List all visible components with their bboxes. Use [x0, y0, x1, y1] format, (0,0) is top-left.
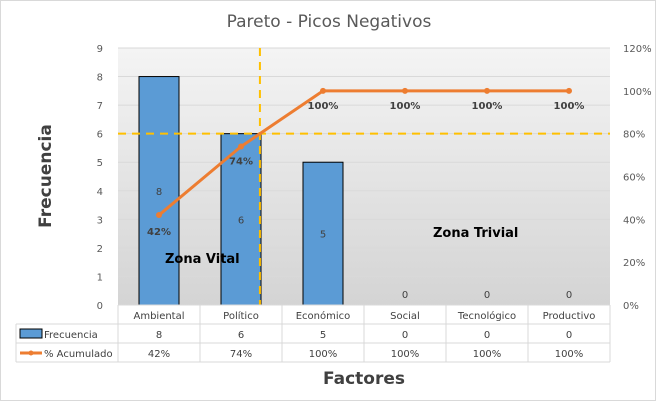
table-cell-acumulado: 100% [391, 349, 420, 360]
table-cell-frecuencia: 0 [484, 330, 490, 341]
bar-Económico [302, 161, 344, 306]
y-tick-label: 8 [97, 73, 103, 84]
y-tick-label: 0 [97, 301, 103, 312]
y-tick-label: 9 [97, 44, 103, 55]
table-cell-acumulado: 100% [309, 349, 338, 360]
category-label: Social [390, 311, 420, 322]
category-label: Tecnológico [457, 310, 516, 322]
cumulative-point [484, 87, 490, 94]
y-tick-label: 4 [97, 187, 103, 198]
table-cell-frecuencia: 5 [320, 330, 326, 341]
table-cell-frecuencia: 6 [238, 330, 244, 341]
bar-data-label: 6 [238, 215, 244, 226]
cumulative-point [402, 87, 408, 94]
table-cell-acumulado: 74% [230, 349, 252, 360]
y-tick-label: 7 [97, 101, 103, 112]
cumulative-data-label: 100% [390, 101, 421, 112]
table-cell-frecuencia: 0 [402, 330, 408, 341]
y2-tick-label: 80% [623, 130, 645, 141]
bar-data-label: 0 [484, 290, 490, 301]
bar-data-label: 5 [320, 230, 326, 241]
cumulative-data-label: 74% [229, 157, 253, 168]
y-tick-label: 5 [97, 158, 103, 169]
category-label: Ambiental [133, 311, 184, 322]
table-cell-frecuencia: 8 [156, 330, 162, 341]
cumulative-point [238, 143, 244, 150]
bar-data-label: 0 [566, 290, 572, 301]
cumulative-line [158, 89, 569, 217]
y2-tick-label: 120% [623, 44, 652, 55]
table-cell-frecuencia: 0 [566, 330, 572, 341]
cumulative-point [156, 212, 162, 219]
legend-label-acumulado: % Acumulado [44, 349, 113, 360]
y2-tick-label: 0% [623, 301, 639, 312]
y2-tick-label: 40% [623, 215, 645, 226]
table-cell-acumulado: 42% [148, 349, 170, 360]
bar-data-label: 8 [156, 187, 162, 198]
table-cell-acumulado: 100% [473, 349, 502, 360]
legend-key-frecuencia [19, 328, 43, 339]
y-axis-title: Frecuencia [36, 124, 56, 228]
bar-Ambiental [138, 76, 180, 306]
category-label: Económico [296, 310, 351, 322]
category-label: Productivo [543, 311, 596, 322]
y2-tick-label: 20% [623, 258, 645, 269]
category-label: Político [223, 310, 259, 322]
y-tick-label: 2 [97, 244, 103, 255]
y2-tick-label: 100% [623, 87, 652, 98]
y2-tick-label: 60% [623, 173, 645, 184]
annotation-zona-trivial: Zona Trivial [433, 226, 518, 241]
legend-key-acumulado-marker [28, 350, 34, 356]
cumulative-point [566, 87, 572, 94]
bar-data-label: 0 [402, 290, 408, 301]
table-cell-acumulado: 100% [555, 349, 584, 360]
cumulative-data-label: 100% [472, 101, 503, 112]
y-tick-label: 1 [97, 272, 103, 283]
chart-title: Pareto - Picos Negativos [227, 12, 432, 32]
cumulative-data-label: 42% [147, 227, 171, 238]
legend-label-frecuencia: Frecuencia [44, 330, 98, 341]
y-tick-label: 6 [97, 130, 103, 141]
cumulative-data-label: 100% [308, 101, 339, 112]
x-axis-title: Factores [323, 369, 405, 389]
y-tick-label: 3 [97, 215, 103, 226]
cumulative-point [320, 87, 326, 94]
cumulative-data-label: 100% [554, 101, 585, 112]
annotation-zona-vital: Zona Vital [165, 252, 240, 267]
